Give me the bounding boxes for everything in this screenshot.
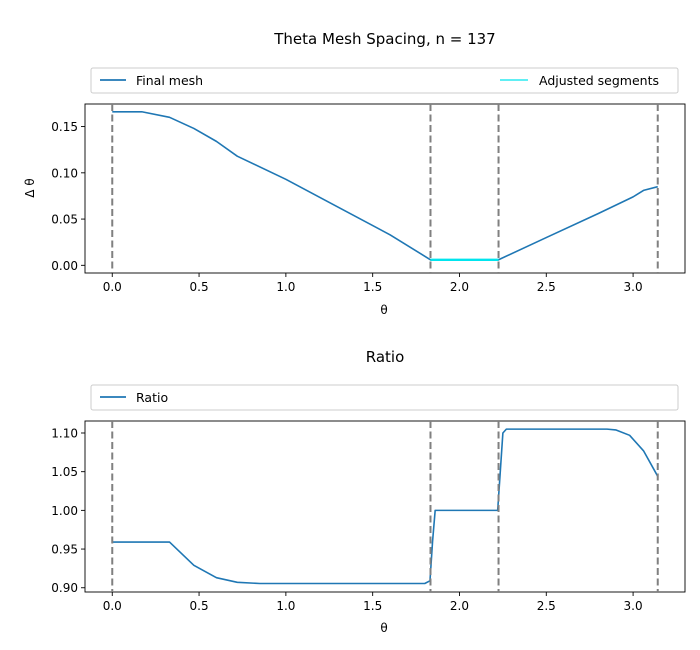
x-tick-label: 2.5 [537, 599, 556, 613]
x-tick-label: 0.5 [190, 280, 209, 294]
x-tick-label: 1.0 [276, 599, 295, 613]
y-tick-label: 1.10 [51, 426, 78, 440]
y-axis-label: Δ θ [23, 178, 37, 197]
y-tick-label: 0.15 [51, 120, 78, 134]
x-tick-label: 3.0 [624, 599, 643, 613]
axes-frame [84, 420, 686, 593]
series-line-final-mesh [112, 110, 658, 261]
x-axis-label: θ [380, 621, 387, 635]
x-tick-label: 0.0 [103, 280, 122, 294]
x-tick-label: 2.0 [450, 280, 469, 294]
plot-area: 0.0 0.5 1.0 1.5 2.0 2.5 3.0 0.00 0.05 0.10 0.15 [51, 103, 686, 294]
y-tick-label: 0.10 [51, 166, 78, 180]
x-tick-label: 1.0 [276, 280, 295, 294]
legend-frame [90, 384, 679, 411]
figure-title: Theta Mesh Spacing, n = 137 [273, 30, 495, 48]
legend-label-adjusted-segments: Adjusted segments [539, 73, 659, 88]
x-tick-label: 1.5 [363, 599, 382, 613]
plot-area: 0.0 0.5 1.0 1.5 2.0 2.5 3.0 0.90 0.95 1.00 1.05 1.1… [51, 420, 686, 613]
y-tick-label: 0.90 [51, 581, 78, 595]
x-axis-label: θ [380, 303, 387, 317]
y-tick-label: 0.05 [51, 213, 78, 227]
series-line-ratio [112, 428, 659, 585]
x-tick-label: 3.0 [624, 280, 643, 294]
axes-frame [84, 103, 686, 274]
x-tick-label: 0.0 [103, 599, 122, 613]
ratio-title: Ratio [366, 348, 405, 366]
legend-frame [90, 67, 679, 94]
mesh-spacing-panel: Final mesh Adjusted segments 0.0 0.5 1.0 1.… [23, 67, 686, 317]
x-tick-label: 2.0 [450, 599, 469, 613]
legend: Ratio [90, 384, 679, 411]
y-tick-label: 1.00 [51, 504, 78, 518]
x-tick-label: 2.5 [537, 280, 556, 294]
ratio-panel: Ratio Ratio 0.0 0.5 1.0 1.5 2.0 2.5 3.0 0.90 0.9… [51, 348, 686, 635]
y-tick-label: 0.00 [51, 259, 78, 273]
y-tick-label: 1.05 [51, 465, 78, 479]
x-tick-label: 0.5 [190, 599, 209, 613]
y-tick-label: 0.95 [51, 543, 78, 557]
legend-label-ratio: Ratio [136, 390, 168, 405]
legend: Final mesh Adjusted segments [90, 67, 679, 94]
x-tick-label: 1.5 [363, 280, 382, 294]
legend-label-final-mesh: Final mesh [136, 73, 203, 88]
